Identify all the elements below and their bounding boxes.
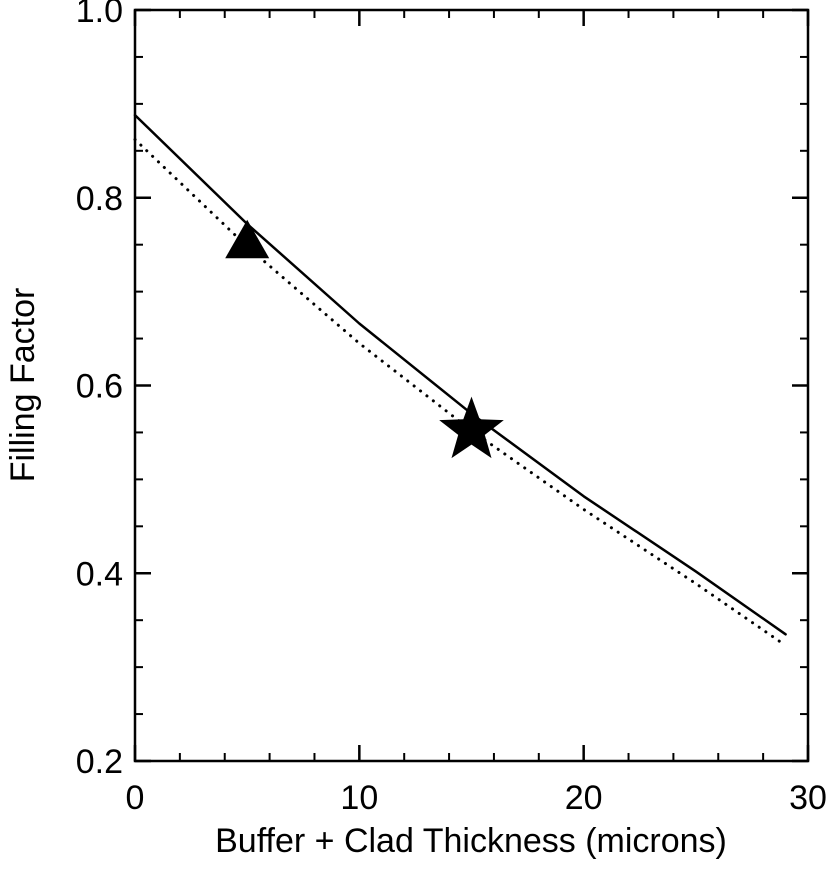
series-line-2-dotted bbox=[133, 138, 788, 647]
star-marker bbox=[439, 396, 504, 459]
x-axis-label: Buffer + Clad Thickness (microns) bbox=[215, 822, 727, 860]
y-tick-label: 0.8 bbox=[76, 180, 123, 218]
axis-ticks bbox=[133, 8, 810, 763]
series-layer bbox=[133, 113, 788, 647]
y-tick-label: 0.4 bbox=[76, 555, 123, 593]
x-tick-label: 30 bbox=[789, 779, 827, 817]
x-tick-label: 10 bbox=[340, 779, 378, 817]
x-tick-label: 0 bbox=[126, 779, 145, 817]
x-tick-label: 20 bbox=[565, 779, 603, 817]
marker-layer bbox=[225, 219, 504, 459]
series-line-1-solid bbox=[133, 113, 787, 636]
y-axis-label: Filling Factor bbox=[4, 288, 42, 483]
y-tick-label: 0.2 bbox=[76, 743, 123, 781]
plot-frame bbox=[133, 8, 810, 763]
y-tick-label: 1.0 bbox=[76, 0, 123, 30]
tick-labels: 0 10 20 30 0.2 0.4 0.6 0.8 1.0 bbox=[76, 0, 827, 817]
y-tick-label: 0.6 bbox=[76, 368, 123, 406]
triangle-marker bbox=[225, 219, 270, 259]
